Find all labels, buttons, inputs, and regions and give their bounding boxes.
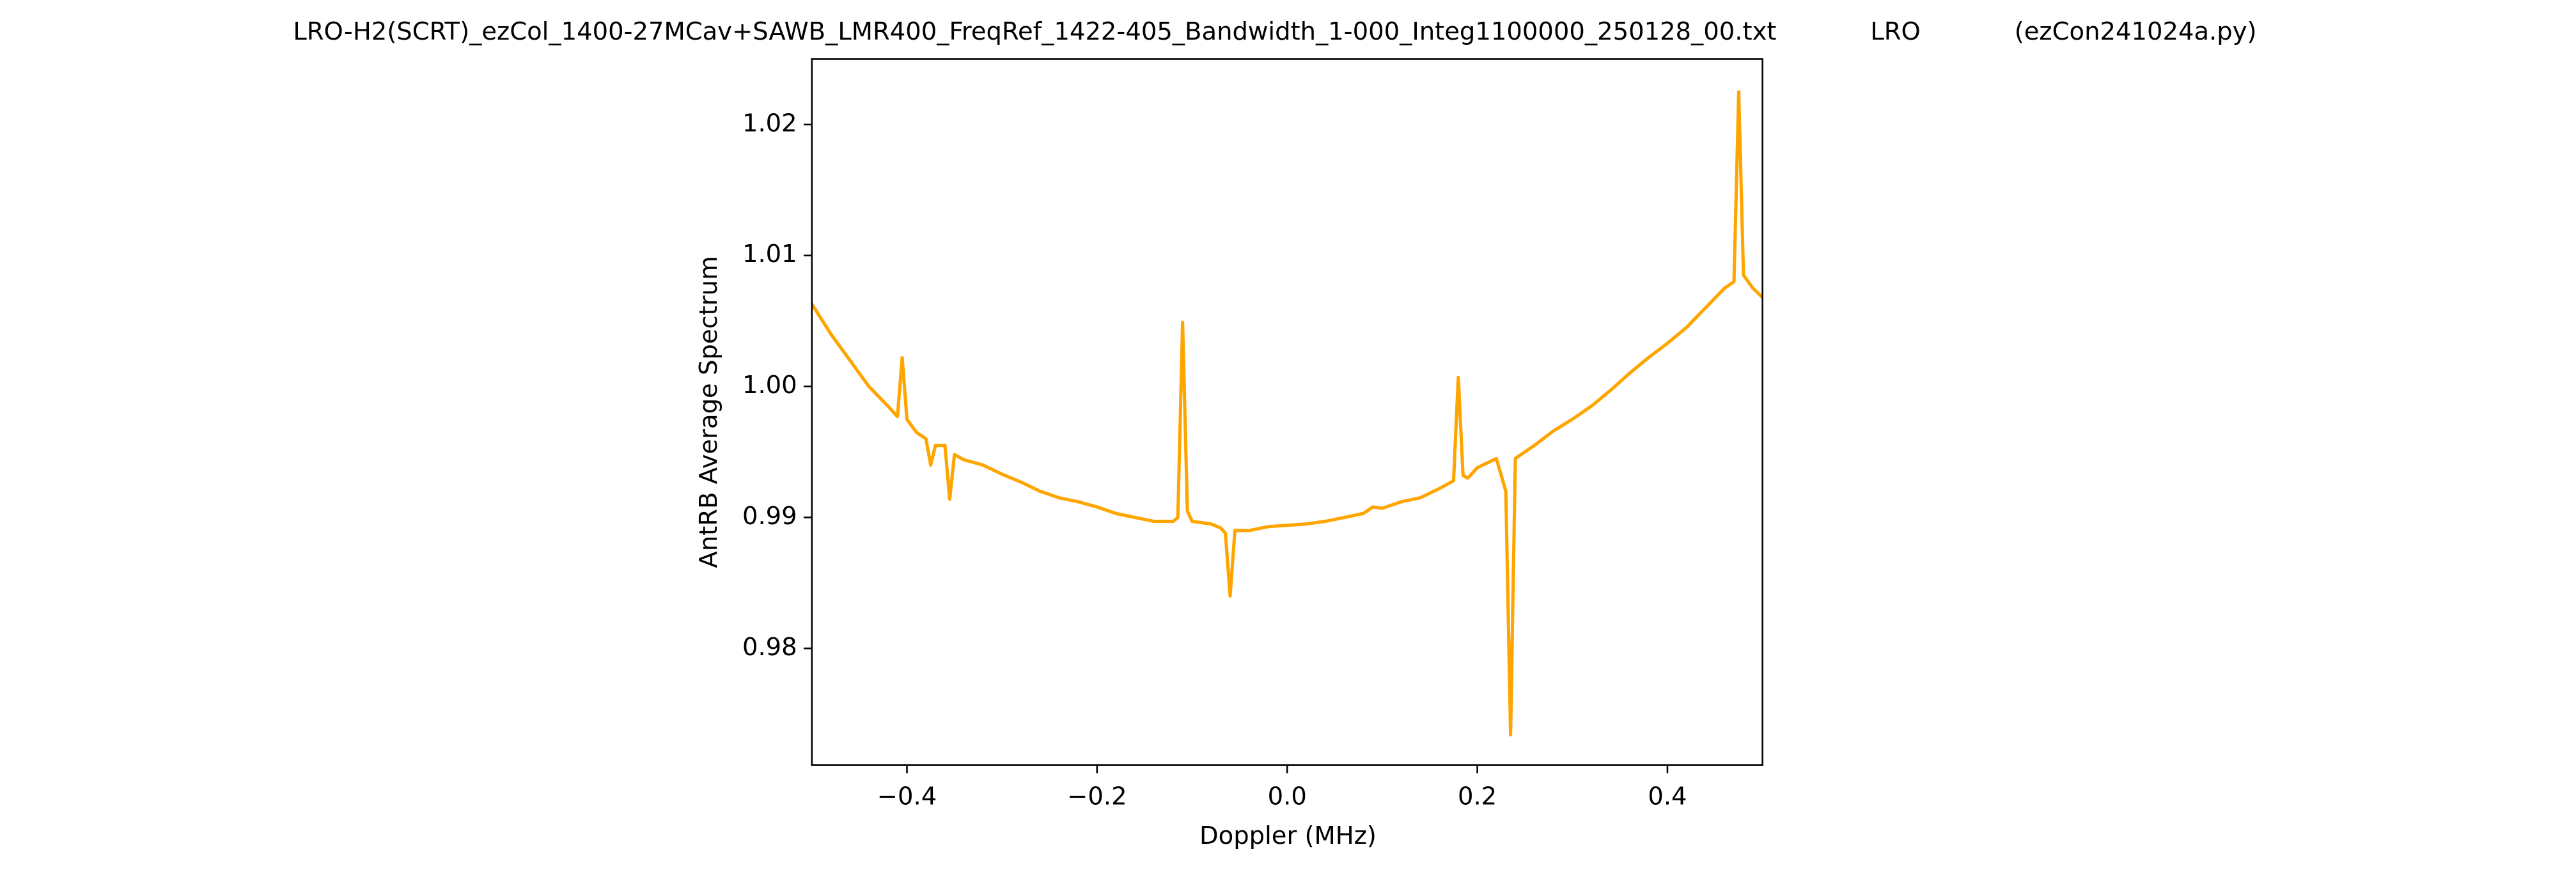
chart-title: LRO-H2(SCRT)_ezCol_1400-27MCav+SAWB_LMR4… [293, 17, 2256, 46]
y-tick-label: 1.00 [742, 371, 797, 400]
x-tick-label: −0.4 [877, 782, 937, 811]
x-tick-label: 0.0 [1268, 782, 1307, 811]
data-line [811, 90, 1763, 737]
x-tick-label: −0.2 [1067, 782, 1127, 811]
y-tick-label: 1.02 [742, 109, 797, 137]
y-tick-label: 1.01 [742, 240, 797, 268]
x-tick-label: 0.4 [1648, 782, 1687, 811]
x-axis-label: Doppler (MHz) [1199, 821, 1377, 850]
y-tick-label: 0.98 [742, 633, 797, 662]
y-tick-label: 0.99 [742, 502, 797, 531]
y-axis-label: AntRB Average Spectrum [694, 256, 723, 568]
plot-frame [811, 58, 1763, 766]
x-tick-label: 0.2 [1458, 782, 1497, 811]
